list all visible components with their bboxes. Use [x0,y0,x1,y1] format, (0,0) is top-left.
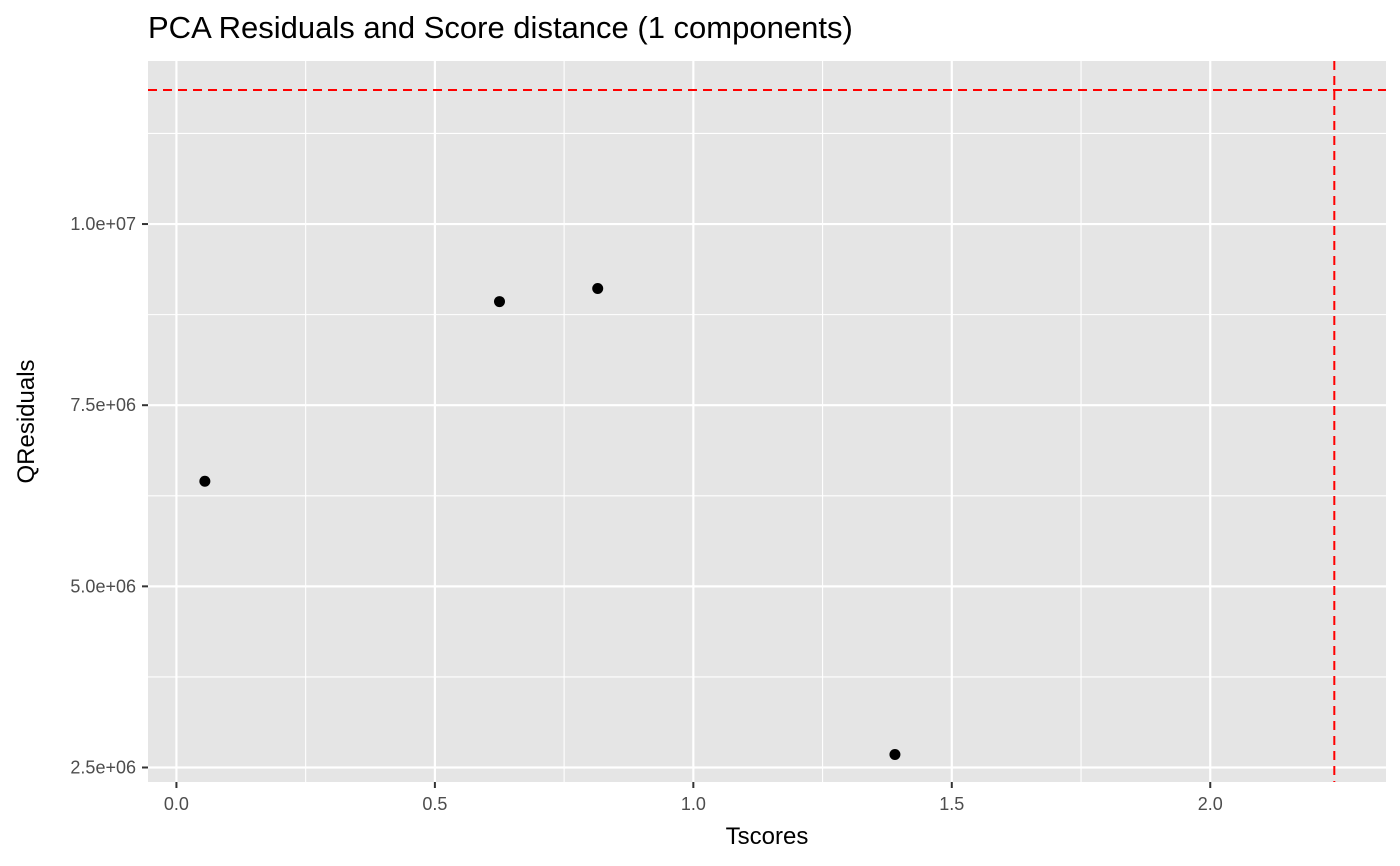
data-points [199,283,901,760]
y-axis: 2.5e+06 5.0e+06 7.5e+06 1.0e+07 [70,214,148,778]
x-axis: 0.0 0.5 1.0 1.5 2.0 [164,782,1223,814]
y-tick-label: 5.0e+06 [70,576,136,596]
y-tick-label: 2.5e+06 [70,758,136,778]
data-point [493,296,505,308]
data-point [199,475,211,487]
x-tick-label: 0.0 [164,794,189,814]
y-axis-title: QResiduals [13,359,40,483]
plot-panel [148,61,1386,782]
data-point [889,748,901,760]
x-tick-label: 1.0 [681,794,706,814]
chart-title: PCA Residuals and Score distance (1 comp… [148,10,853,45]
x-axis-title: Tscores [726,823,809,850]
data-point [592,283,604,295]
y-tick-label: 1.0e+07 [70,214,136,234]
x-tick-label: 2.0 [1198,794,1223,814]
y-tick-label: 7.5e+06 [70,395,136,415]
x-tick-label: 1.5 [939,794,964,814]
minor-gridlines [148,61,1386,782]
x-tick-label: 0.5 [422,794,447,814]
reference-lines [148,61,1386,782]
major-gridlines [148,61,1386,782]
